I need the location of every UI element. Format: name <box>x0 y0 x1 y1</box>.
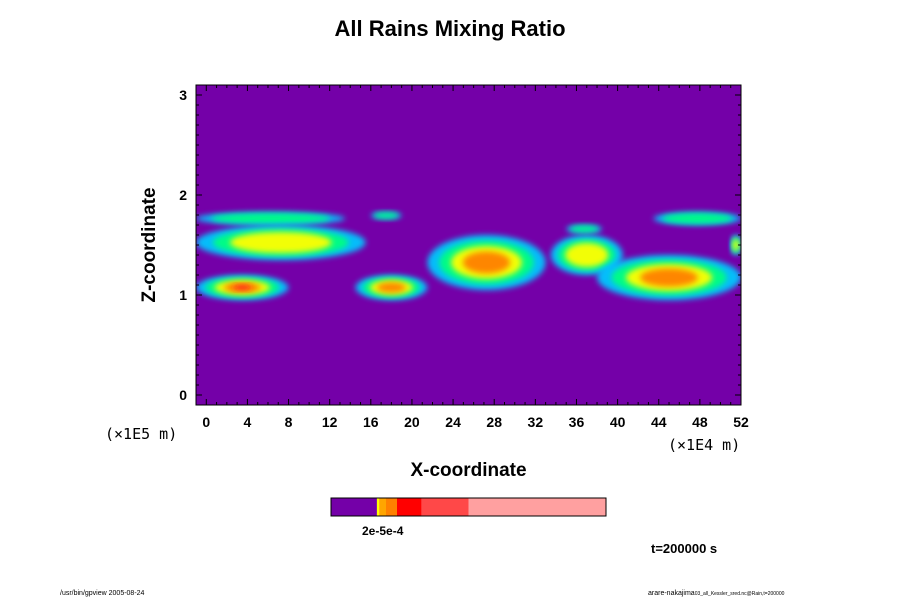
rain-contour <box>376 282 406 293</box>
x-tick-label: 36 <box>569 414 585 430</box>
y-axis-ticks: 0 1 2 3 <box>179 87 741 403</box>
x-axis-ticks: 0 4 8 12 16 20 24 28 32 36 40 44 48 52 <box>202 85 749 430</box>
colorbar-segment <box>331 498 377 516</box>
x-tick-label: 52 <box>733 414 749 430</box>
x-tick-label: 44 <box>651 414 667 430</box>
colorbar-label: 2e-5e-4 <box>362 524 404 538</box>
x-tick-label: 48 <box>692 414 708 430</box>
rain-contour <box>373 212 399 219</box>
footer-right: arare-nakajima03_all_Kessler_sred.nc@Rai… <box>648 590 784 597</box>
y-tick-label: 0 <box>179 387 187 403</box>
footer-right-small: 03_all_Kessler_sred.nc@Rain,t=200000 <box>694 591 785 597</box>
x-tick-label: 32 <box>528 414 544 430</box>
x-tick-label: 0 <box>202 414 210 430</box>
x-tick-label: 8 <box>285 414 293 430</box>
heatmap-cells <box>196 212 741 300</box>
colorbar <box>330 497 607 517</box>
rain-contour <box>229 232 332 253</box>
x-tick-label: 40 <box>610 414 626 430</box>
chart-title: All Rains Mixing Ratio <box>334 16 566 41</box>
x-tick-label: 16 <box>363 414 379 430</box>
x-axis-label: X-coordinate <box>410 460 527 481</box>
x-tick-label: 20 <box>404 414 420 430</box>
time-label: t=200000 s <box>651 541 718 556</box>
y-scale-note: (×1E5 m) <box>105 425 177 443</box>
colorbar-segment <box>376 498 380 516</box>
colorbar-segment <box>397 498 422 516</box>
colorbar-segment <box>421 498 469 516</box>
rain-contour <box>569 225 599 233</box>
rain-contour <box>662 213 733 224</box>
rain-contour <box>462 251 511 274</box>
y-tick-label: 3 <box>179 87 187 103</box>
x-scale-note: (×1E4 m) <box>668 436 740 454</box>
rain-contour <box>210 213 331 224</box>
y-axis-label: Z-coordinate <box>139 187 160 303</box>
x-tick-label: 12 <box>322 414 338 430</box>
x-tick-label: 24 <box>445 414 461 430</box>
colorbar-frame <box>330 497 607 517</box>
colorbar-segment <box>468 498 606 516</box>
y-tick-label: 1 <box>179 287 187 303</box>
rain-contour <box>640 268 698 287</box>
colorbar-segment <box>386 498 397 516</box>
colorbar-segment <box>379 498 386 516</box>
rain-contour <box>565 243 609 267</box>
footer-left: /usr/bin/gpview 2005-08-24 <box>60 590 145 597</box>
x-tick-label: 28 <box>486 414 502 430</box>
footer-right-main: arare-nakajima <box>648 590 695 597</box>
rain-contour <box>233 285 252 290</box>
rain-contour <box>732 239 739 251</box>
y-tick-label: 2 <box>179 187 187 203</box>
x-tick-label: 4 <box>244 414 252 430</box>
